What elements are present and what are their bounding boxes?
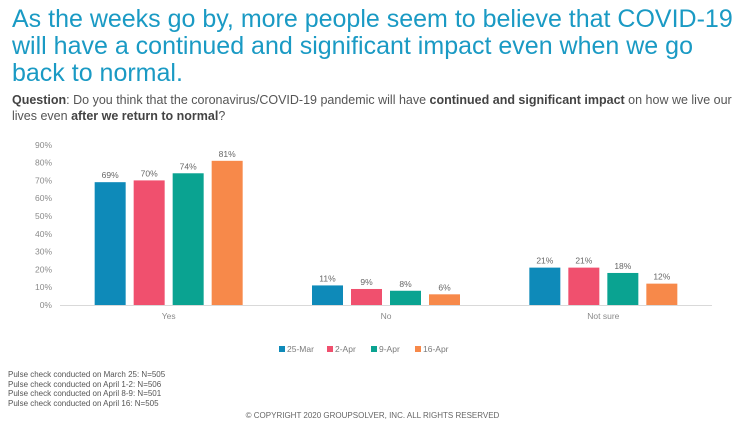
bar xyxy=(646,283,678,305)
question-part-1: : Do you think that the coronavirus/COVI… xyxy=(66,93,430,107)
data-label: 70% xyxy=(141,168,158,178)
legend-swatch xyxy=(327,346,333,352)
y-tick-label: 50% xyxy=(35,211,52,221)
bar xyxy=(351,288,382,305)
bar xyxy=(429,294,460,305)
data-label: 12% xyxy=(653,272,670,282)
note-line: Pulse check conducted on April 1-2: N=50… xyxy=(8,379,162,389)
x-tick-label: Not sure xyxy=(587,311,619,321)
y-tick-label: 80% xyxy=(35,158,52,168)
bar xyxy=(133,180,165,305)
x-tick-label: Yes xyxy=(162,311,176,321)
bar xyxy=(312,285,343,305)
question-label: Question xyxy=(12,93,67,107)
data-label: 6% xyxy=(438,282,451,292)
data-label: 21% xyxy=(575,256,592,266)
y-tick-label: 40% xyxy=(35,229,52,239)
data-label: 74% xyxy=(180,161,197,171)
bar xyxy=(529,267,561,305)
bar xyxy=(172,173,204,305)
y-tick-label: 20% xyxy=(35,264,52,274)
bar xyxy=(211,160,243,305)
data-label: 9% xyxy=(360,277,373,287)
y-tick-label: 30% xyxy=(35,247,52,257)
question-part-3: ? xyxy=(218,109,226,123)
question-bold-1: continued and significant impact xyxy=(429,93,625,107)
note-line: Pulse check conducted on April 16: N=505 xyxy=(8,398,159,408)
bar xyxy=(568,267,600,305)
y-tick-label: 90% xyxy=(35,140,52,150)
data-label: 18% xyxy=(614,261,631,271)
copyright-notice: © COPYRIGHT 2020 GROUPSOLVER, INC. ALL R… xyxy=(245,411,500,420)
legend-swatch xyxy=(415,346,421,352)
data-label: 8% xyxy=(399,279,412,289)
page-title: As the weeks go by, more people seem to … xyxy=(12,5,733,87)
data-label: 11% xyxy=(319,273,336,283)
x-tick-label: No xyxy=(381,311,392,321)
y-tick-label: 60% xyxy=(35,193,52,203)
legend-swatch xyxy=(279,346,285,352)
legend-swatch xyxy=(371,346,377,352)
bar xyxy=(607,272,639,305)
question-part-2: on how we live our lives even xyxy=(12,93,732,123)
note-line: Pulse check conducted on April 8-9: N=50… xyxy=(8,389,162,398)
legend-label: 16-Apr xyxy=(423,344,449,354)
bar xyxy=(94,182,126,305)
y-tick-label: 0% xyxy=(40,300,53,310)
legend-label: 25-Mar xyxy=(287,344,314,354)
sample-notes: Pulse check conducted on March 25: N=505… xyxy=(8,370,165,408)
question-text: Question: Do you think that the coronavi… xyxy=(12,92,738,124)
note-line: Pulse check conducted on March 25: N=505 xyxy=(8,370,166,379)
y-tick-label: 70% xyxy=(35,175,52,185)
legend-label: 2-Apr xyxy=(335,344,356,354)
legend-label: 9-Apr xyxy=(379,344,400,354)
data-label: 69% xyxy=(102,170,119,180)
data-label: 81% xyxy=(219,149,236,159)
bar xyxy=(390,290,421,305)
y-tick-label: 10% xyxy=(35,282,52,292)
data-label: 21% xyxy=(536,256,553,266)
question-bold-2: after we return to normal xyxy=(71,109,219,123)
